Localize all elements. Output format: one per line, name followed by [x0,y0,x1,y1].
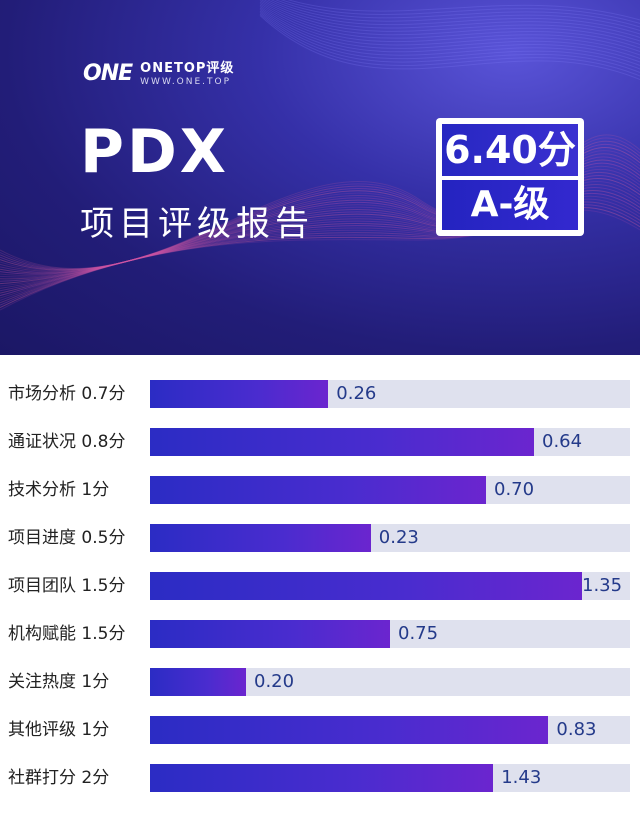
bar-track [150,380,630,408]
bar [150,716,549,744]
value-label: 0.64 [542,431,583,452]
category-label: 项目进度 0.5分 [8,528,126,548]
category-label: 技术分析 1分 [8,480,110,500]
bar [150,524,371,552]
bar [150,476,486,504]
category-label: 社群打分 2分 [8,768,110,788]
bar [150,764,494,792]
bar-track [150,764,630,792]
value-label: 0.26 [336,383,377,404]
bar-track [150,668,630,696]
bar-track [150,716,630,744]
report-header: ONE ONETOP评级 WWW.ONE.TOP PDX 项目评级报告 6.40… [0,0,640,355]
bar-track [150,620,630,648]
value-label: 1.43 [501,767,542,788]
category-label: 关注热度 1分 [8,672,110,692]
bar-row: 关注热度 1分 0.20 [0,658,640,706]
score-bar-chart: 市场分析 0.7分 0.26 通证状况 0.8分 0.64 技术分析 1分 0.70 项目进… [0,355,640,824]
bar-row: 项目团队 1.5分 1.35 [0,562,640,610]
total-score: 6.40分 [442,124,578,176]
bar-row: 项目进度 0.5分 0.23 [0,514,640,562]
bar-track [150,428,630,456]
bar-row: 社群打分 2分 1.43 [0,754,640,802]
bar [150,380,329,408]
value-label: 0.83 [556,719,597,740]
bar [150,668,246,696]
logo-mark: ONE [83,61,133,86]
brand-name: ONETOP评级 [140,60,235,76]
bar-row: 通证状况 0.8分 0.64 [0,418,640,466]
project-name: PDX [80,117,230,187]
logo-text: ONETOP评级 WWW.ONE.TOP [140,61,234,88]
category-label: 其他评级 1分 [8,720,110,740]
bar-row: 技术分析 1分 0.70 [0,466,640,514]
brand-logo: ONE ONETOP评级 WWW.ONE.TOP [83,60,234,88]
category-label: 项目团队 1.5分 [8,576,126,596]
bar-row: 市场分析 0.7分 0.26 [0,370,640,418]
bar-track [150,524,630,552]
value-label: 0.70 [494,479,535,500]
category-label: 市场分析 0.7分 [8,384,126,404]
category-label: 通证状况 0.8分 [8,432,126,452]
bar-track [150,572,630,600]
bar-row: 机构赋能 1.5分 0.75 [0,610,640,658]
value-label: 0.23 [378,527,419,548]
bar-row: 其他评级 1分 0.83 [0,706,640,754]
bar [150,572,582,600]
bar-track [150,476,630,504]
bar [150,428,534,456]
brand-url: WWW.ONE.TOP [140,76,232,87]
value-label: 1.35 [582,575,623,596]
category-label: 机构赋能 1.5分 [8,624,126,644]
grade-label: A-级 [442,180,578,230]
value-label: 0.20 [254,671,295,692]
report-title: 项目评级报告 [80,204,314,244]
score-badge: 6.40分 A-级 [436,118,584,236]
value-label: 0.75 [398,623,439,644]
bar [150,620,390,648]
